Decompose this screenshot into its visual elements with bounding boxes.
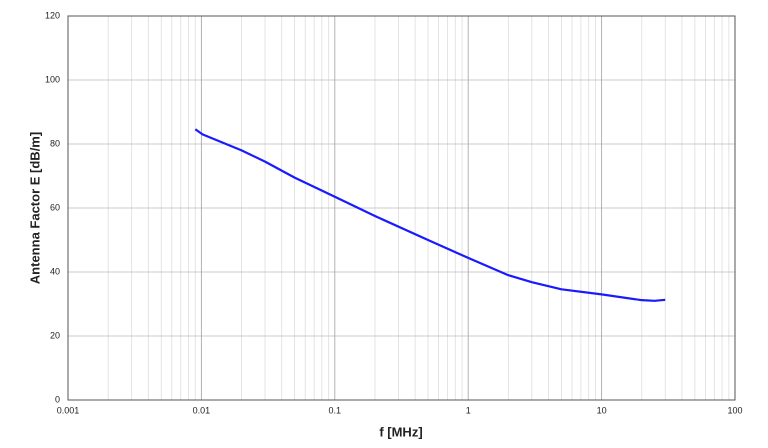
x-axis-title: f [MHz] bbox=[379, 424, 422, 439]
y-tick-label: 120 bbox=[45, 10, 60, 20]
plot-frame bbox=[67, 15, 736, 401]
x-tick-label: 0.001 bbox=[57, 405, 80, 415]
y-tick-label: 20 bbox=[50, 330, 60, 340]
y-tick-label: 80 bbox=[50, 138, 60, 148]
x-tick-label: 0.1 bbox=[329, 405, 342, 415]
data-line bbox=[194, 128, 666, 302]
x-tick-label: 0.01 bbox=[193, 405, 211, 415]
x-tick-label: 100 bbox=[727, 405, 742, 415]
x-tick-label: 10 bbox=[597, 405, 607, 415]
x-tick-label: 1 bbox=[466, 405, 471, 415]
y-tick-label: 60 bbox=[50, 202, 60, 212]
y-axis-title: Antenna Factor E [dB/m] bbox=[27, 132, 42, 284]
y-tick-label: 100 bbox=[45, 74, 60, 84]
y-tick-label: 0 bbox=[55, 394, 60, 404]
y-tick-label: 40 bbox=[50, 266, 60, 276]
